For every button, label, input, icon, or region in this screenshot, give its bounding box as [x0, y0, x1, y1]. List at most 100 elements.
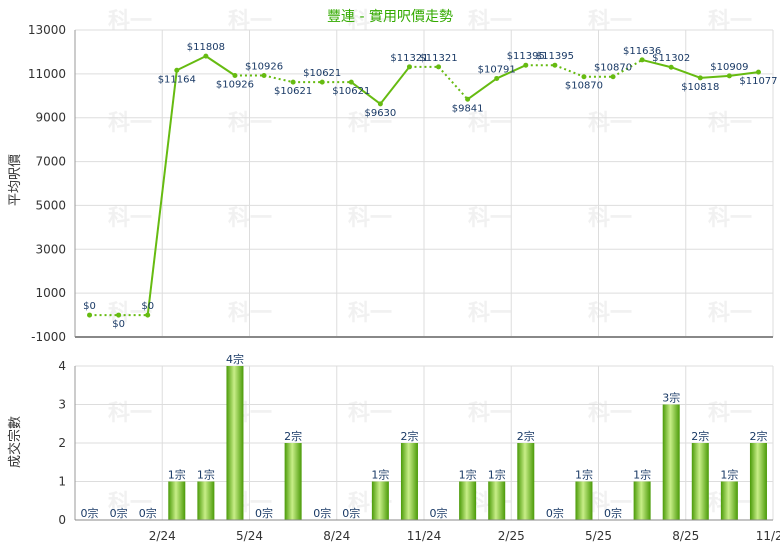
- price-line-segment: [379, 66, 411, 105]
- price-point: [697, 75, 703, 81]
- volume-data-label: 1宗: [720, 468, 738, 482]
- price-data-label: $10870: [594, 63, 632, 74]
- watermark-text: 科一: [348, 206, 392, 231]
- price-plot: 平均呎價 -1000 1000 3000 5000 7000 9000 11000 13000…: [8, 23, 778, 344]
- price-data-label: $9841: [452, 103, 484, 114]
- price-data-label: $11395: [536, 51, 574, 62]
- volume-data-label: 0宗: [255, 506, 273, 520]
- volume-data-label: 0宗: [546, 506, 564, 520]
- watermark-text: 科一: [468, 401, 512, 426]
- price-tick-label: 7000: [35, 155, 66, 169]
- volume-bar: [749, 443, 767, 520]
- price-tick-label: 1000: [35, 286, 66, 300]
- x-tick-label: 2/24: [149, 529, 176, 543]
- price-point: [494, 75, 500, 81]
- watermark-text: 科一: [708, 301, 752, 326]
- volume-tick-label: 4: [58, 359, 66, 373]
- volume-bar: [168, 481, 186, 520]
- volume-bar: [226, 366, 244, 520]
- price-line-segment: [176, 55, 207, 72]
- price-point: [668, 64, 674, 70]
- price-data-label: $10621: [303, 68, 341, 79]
- watermark-text: 科一: [708, 206, 752, 231]
- volume-bar: [720, 481, 738, 520]
- price-line-segment: [641, 58, 672, 69]
- price-data-label: $10791: [478, 64, 516, 75]
- volume-data-label: 3宗: [662, 391, 680, 405]
- watermark-text: 科一: [468, 111, 512, 136]
- price-data-label: $10621: [274, 86, 312, 97]
- price-data-label: $11077: [739, 76, 777, 87]
- volume-data-label: 0宗: [110, 506, 128, 520]
- price-tick-label: 11000: [28, 67, 66, 81]
- price-point: [232, 72, 238, 78]
- price-line-segment: [467, 77, 498, 101]
- watermark-text: 科一: [348, 301, 392, 326]
- volume-data-label: 0宗: [139, 506, 157, 520]
- volume-plot: 成交宗數 0 1 2 3 4 0宗 0宗 0宗 1宗 1宗 4宗 0宗 2宗 0宗 0宗 1宗 2宗 0宗 1宗 1宗…: [7, 352, 780, 543]
- price-data-label: $10870: [565, 81, 603, 92]
- watermark-text: 科一: [588, 491, 632, 516]
- x-tick-label: 8/24: [323, 529, 350, 543]
- price-data-label: $11808: [187, 42, 225, 53]
- price-data-label: $10909: [710, 62, 748, 73]
- price-line-segment: [700, 74, 730, 79]
- volume-data-label: 1宗: [371, 468, 389, 482]
- price-point: [436, 64, 442, 70]
- volume-bar: [400, 443, 418, 520]
- volume-data-label: 2宗: [284, 429, 302, 443]
- watermark-text: 科一: [468, 301, 512, 326]
- volume-axis-label: 成交宗數: [7, 416, 23, 468]
- volume-data-label: 1宗: [197, 468, 215, 482]
- price-line-segment: [670, 66, 701, 79]
- price-data-label: $11395: [507, 51, 545, 62]
- x-tick-label: 5/24: [236, 529, 263, 543]
- x-tick-label: 5/25: [585, 529, 612, 543]
- watermark-text: 科一: [588, 111, 632, 136]
- price-data-label: $10926: [216, 79, 254, 90]
- price-point: [261, 72, 267, 78]
- price-tick-label: 3000: [35, 242, 66, 256]
- x-tick-label: 8/25: [672, 529, 699, 543]
- price-point: [87, 312, 93, 318]
- volume-data-label: 0宗: [342, 506, 360, 520]
- volume-data-label: 2宗: [691, 429, 709, 443]
- price-point: [377, 101, 383, 107]
- price-data-label: $10926: [245, 61, 283, 72]
- volume-bar: [459, 481, 477, 520]
- price-point: [290, 79, 296, 85]
- price-point: [348, 79, 354, 85]
- watermark-text: 科一: [708, 111, 752, 136]
- watermark-text: 科一: [588, 401, 632, 426]
- volume-tick-label: 1: [58, 475, 66, 489]
- price-data-label: $11321: [390, 53, 428, 64]
- price-tick-label: 13000: [28, 23, 66, 37]
- price-data-label: $0: [141, 301, 154, 312]
- volume-data-label: 2宗: [517, 429, 535, 443]
- volume-bar: [488, 481, 506, 520]
- price-point: [639, 57, 645, 63]
- watermark-text: 科一: [468, 206, 512, 231]
- volume-data-label: 2宗: [749, 429, 767, 443]
- price-data-label: $11636: [623, 46, 661, 57]
- price-data-label: $0: [112, 319, 125, 330]
- price-line-segment: [612, 59, 643, 78]
- price-line-segment: [496, 64, 527, 80]
- price-tick-label: 5000: [35, 198, 66, 212]
- volume-data-label: 0宗: [430, 506, 448, 520]
- price-point: [203, 53, 209, 59]
- price-point: [610, 74, 616, 80]
- price-point: [319, 79, 325, 85]
- price-point: [552, 62, 558, 68]
- watermark-text: 科一: [708, 401, 752, 426]
- price-data-label: $0: [83, 301, 96, 312]
- volume-data-label: 1宗: [633, 468, 651, 482]
- watermark-text: 科一: [348, 111, 392, 136]
- price-point: [726, 73, 732, 79]
- watermark-text: 科一: [108, 401, 152, 426]
- volume-bar: [197, 481, 215, 520]
- x-tick-label: 11/25: [756, 529, 780, 543]
- volume-data-label: 1宗: [488, 468, 506, 482]
